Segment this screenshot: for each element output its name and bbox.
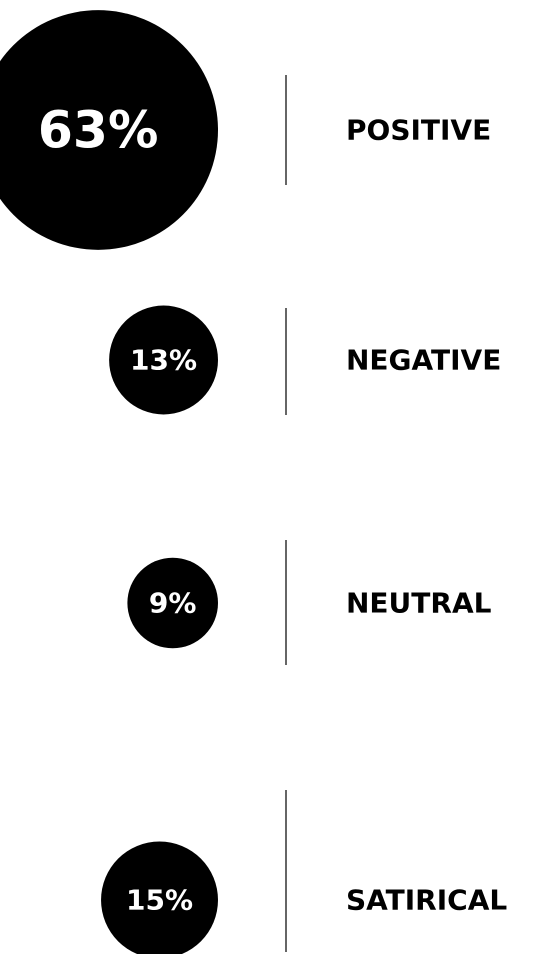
bubble: [101, 841, 218, 954]
bubble: [109, 305, 218, 415]
value-label: 63%: [38, 101, 158, 160]
value-label: 9%: [149, 587, 197, 620]
bubble: [127, 557, 218, 649]
category-label: POSITIVE: [346, 114, 491, 147]
category-label: NEUTRAL: [346, 587, 492, 620]
category-label: NEGATIVE: [346, 344, 501, 377]
value-label: 15%: [126, 884, 193, 917]
category-label: SATIRICAL: [346, 884, 507, 917]
value-label: 13%: [130, 344, 197, 377]
bubble: [0, 10, 218, 250]
